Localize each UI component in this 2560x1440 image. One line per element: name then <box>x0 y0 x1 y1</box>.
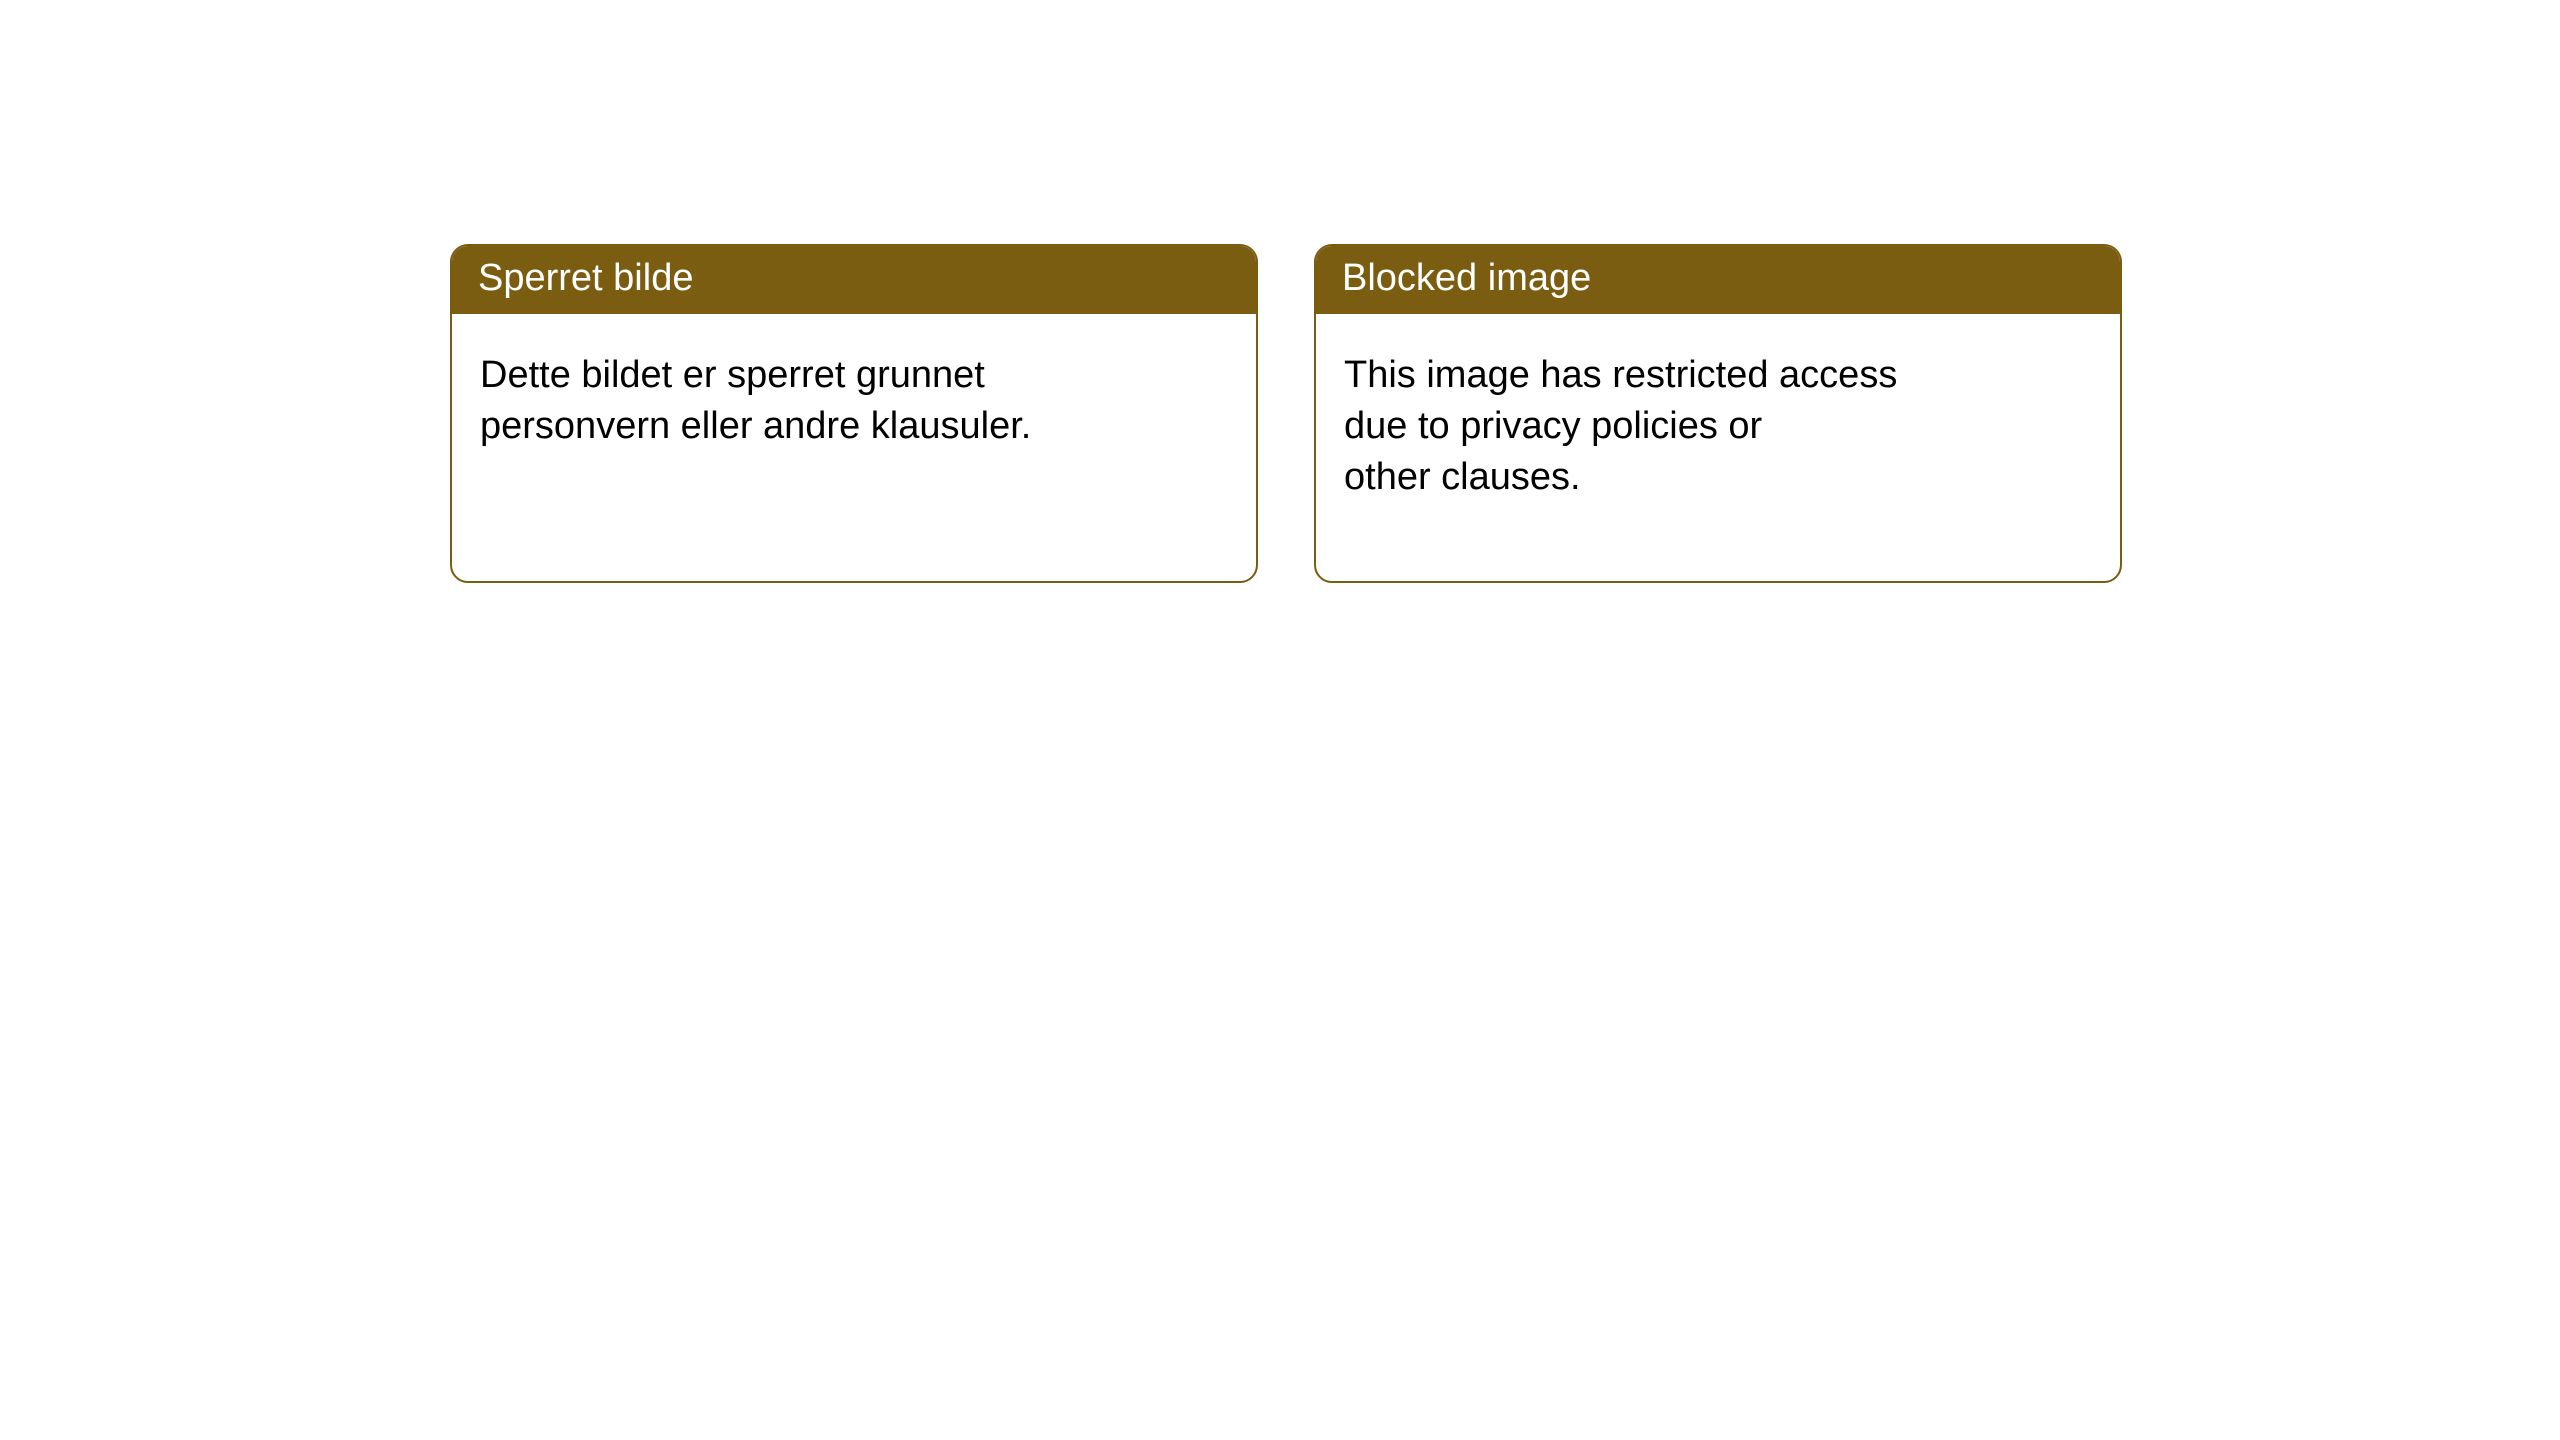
card-header: Sperret bilde <box>452 246 1256 314</box>
notice-card-english: Blocked image This image has restricted … <box>1314 244 2122 583</box>
cards-container: Sperret bilde Dette bildet er sperret gr… <box>0 0 2560 583</box>
notice-card-norwegian: Sperret bilde Dette bildet er sperret gr… <box>450 244 1258 583</box>
card-body: Dette bildet er sperret grunnet personve… <box>452 314 1256 531</box>
card-body: This image has restricted access due to … <box>1316 314 2120 582</box>
card-header: Blocked image <box>1316 246 2120 314</box>
